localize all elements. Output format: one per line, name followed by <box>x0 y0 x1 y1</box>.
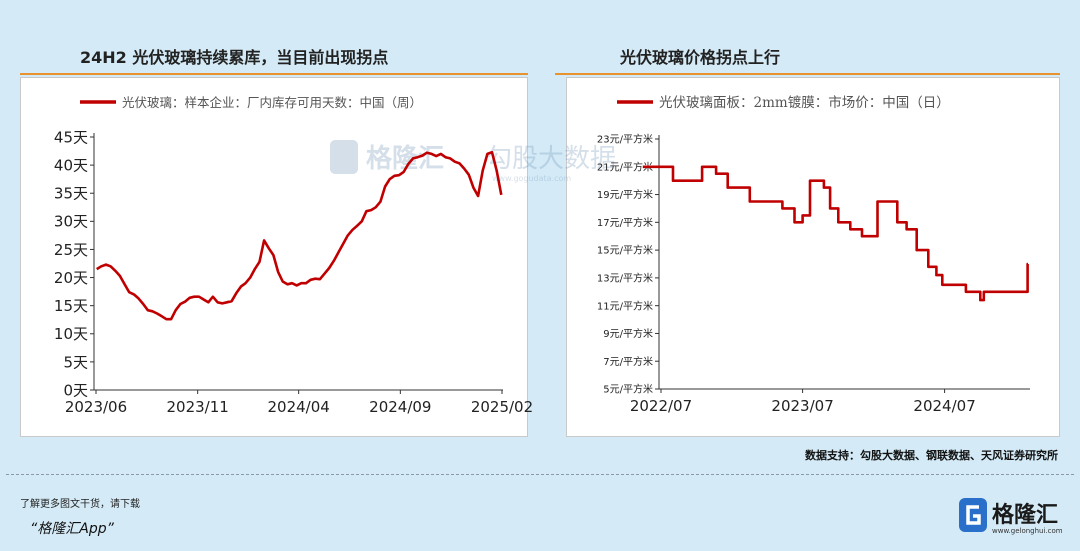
x-tick-label: 2023/06 <box>65 398 127 416</box>
footer-divider <box>6 474 1074 475</box>
legend-label: 光伏玻璃面板：2mm镀膜：市场价：中国（日） <box>659 94 950 111</box>
series-line <box>642 165 1029 302</box>
watermark-logo-icon <box>330 140 358 174</box>
y-tick-label: 23元/平方米 <box>597 133 653 146</box>
y-tick-label: 5元/平方米 <box>603 383 653 396</box>
y-tick-label: 19元/平方米 <box>597 188 653 201</box>
right-title-underline <box>555 73 1060 75</box>
x-tick-label: 2023/11 <box>167 398 229 416</box>
gelonghui-logo-icon <box>959 498 987 532</box>
watermark-sub-brand: 勾股大数据 <box>486 144 616 174</box>
x-tick-label: 2024/09 <box>369 398 431 416</box>
data-source-note: 数据支持：勾股大数据、钢联数据、天风证券研究所 <box>805 449 1058 462</box>
footer-cta-text: 了解更多图文干货，请下载 <box>20 499 140 510</box>
legend-label: 光伏玻璃：样本企业：厂内库存可用天数：中国（周） <box>122 95 422 110</box>
right-chart-title: 光伏玻璃价格拐点上行 <box>620 48 781 67</box>
left-chart-title: 24H2 光伏玻璃持续累库，当目前出现拐点 <box>80 48 389 67</box>
y-tick-label: 25天 <box>54 241 88 259</box>
x-tick-label: 2024/07 <box>913 397 975 415</box>
y-tick-label: 40天 <box>54 157 88 175</box>
y-tick-label: 35天 <box>54 185 88 203</box>
x-tick-label: 2024/04 <box>268 398 330 416</box>
series-line <box>96 150 503 321</box>
y-tick-label: 21元/平方米 <box>597 160 653 173</box>
right-chart: 5元/平方米 7元/平方米 9元/平方米 11元/平方米 13元/平方米 15元/平方米 1… <box>597 94 1030 415</box>
y-tick-label: 9元/平方米 <box>603 327 653 340</box>
x-tick-label: 2023/07 <box>771 397 833 415</box>
left-title-underline <box>20 73 528 75</box>
y-tick-label: 30天 <box>54 213 88 231</box>
right-plot-area <box>566 77 1060 437</box>
logo-url: www.gelonghui.com <box>992 527 1063 535</box>
y-tick-label: 0天 <box>63 381 88 399</box>
left-chart: 0天 5天 10天 15天 20天 25天 30天 35天 40天 45天 2023/06 2023/… <box>54 95 533 416</box>
y-tick-label: 10天 <box>54 325 88 343</box>
logo-text: 格隆汇 <box>992 503 1059 528</box>
watermark-url: www.gogudata.com <box>492 174 571 183</box>
y-tick-label: 20天 <box>54 269 88 287</box>
y-tick-label: 15天 <box>54 297 88 315</box>
x-tick-label: 2022/07 <box>630 397 692 415</box>
watermark: 格隆汇 勾股大数据 www.gogudata.com <box>330 140 616 183</box>
footer-app-name: “格隆汇App” <box>30 521 114 537</box>
y-tick-label: 45天 <box>54 128 88 146</box>
y-tick-label: 11元/平方米 <box>597 299 653 312</box>
y-tick-label: 17元/平方米 <box>597 216 653 229</box>
y-tick-label: 13元/平方米 <box>597 271 653 284</box>
y-tick-label: 5天 <box>63 353 88 371</box>
y-tick-label: 7元/平方米 <box>603 355 653 368</box>
y-tick-label: 15元/平方米 <box>597 244 653 257</box>
x-tick-label: 2025/02 <box>471 398 533 416</box>
